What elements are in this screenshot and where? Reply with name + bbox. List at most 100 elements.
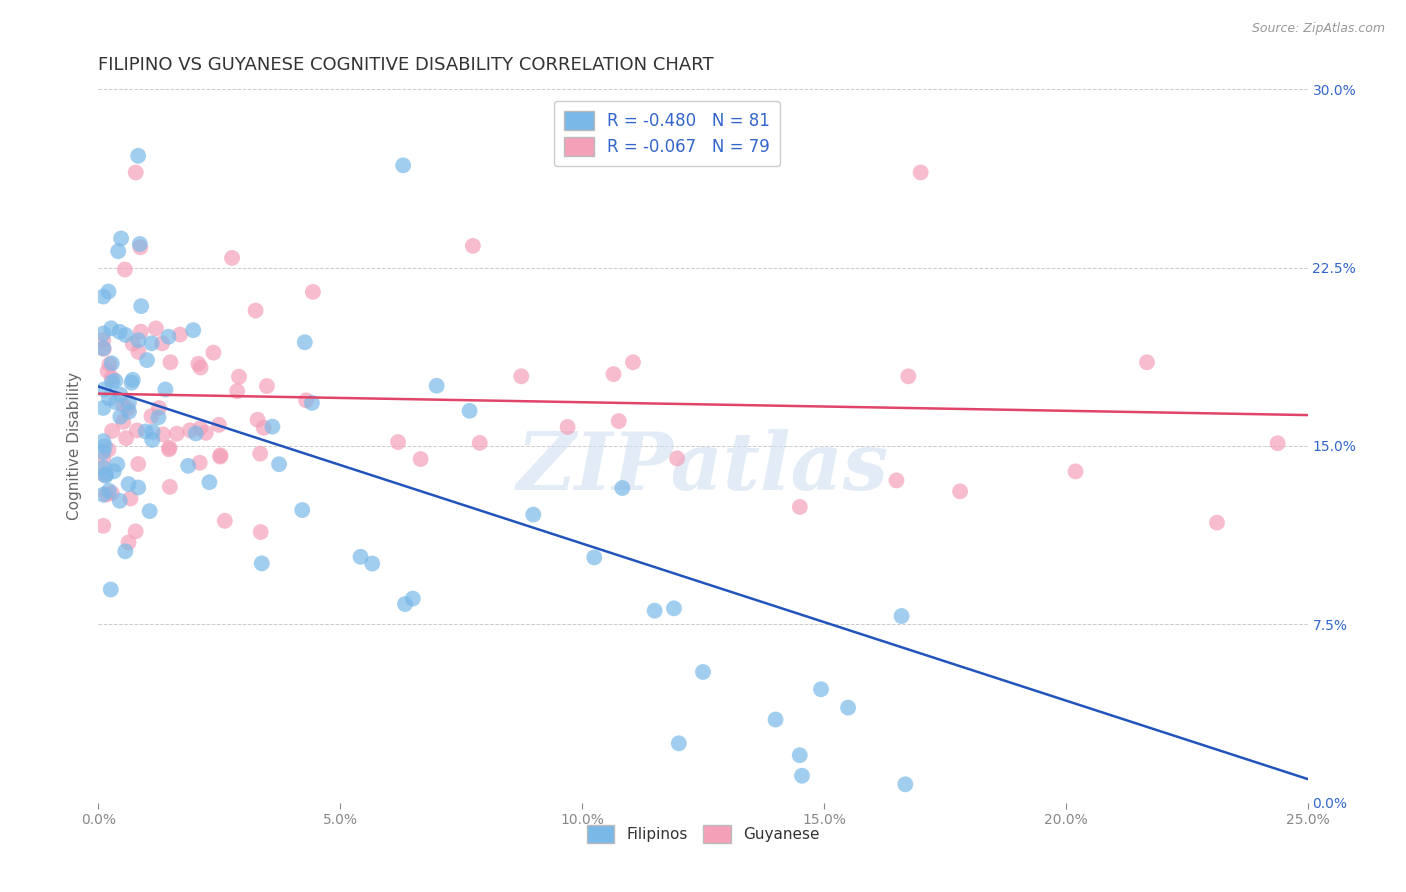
Point — [184, 426, 207, 441]
Point — [394, 597, 416, 611]
Point — [100, 371, 122, 385]
Point — [692, 665, 714, 679]
Point — [104, 395, 127, 409]
Point — [114, 328, 136, 343]
Point — [127, 345, 149, 359]
Point — [250, 557, 273, 571]
Point — [127, 149, 149, 163]
Point — [666, 451, 689, 466]
Point — [468, 436, 491, 450]
Point — [583, 550, 606, 565]
Point — [121, 373, 143, 387]
Point — [910, 165, 932, 179]
Point — [294, 335, 316, 350]
Point — [155, 383, 177, 397]
Point — [607, 414, 630, 428]
Point — [177, 458, 200, 473]
Point — [148, 401, 170, 416]
Point — [557, 420, 579, 434]
Point — [97, 285, 120, 299]
Point — [181, 323, 204, 337]
Point — [112, 399, 135, 413]
Point — [91, 326, 114, 341]
Point — [461, 239, 484, 253]
Point — [291, 503, 314, 517]
Point — [97, 364, 120, 378]
Point — [141, 433, 163, 447]
Point — [108, 325, 131, 339]
Point — [94, 468, 117, 483]
Point — [166, 426, 188, 441]
Point — [128, 237, 150, 252]
Point — [262, 419, 284, 434]
Point — [198, 475, 221, 490]
Point — [117, 401, 139, 416]
Point — [98, 392, 121, 406]
Point — [621, 355, 644, 369]
Point — [214, 514, 236, 528]
Point — [1206, 516, 1229, 530]
Point — [253, 421, 276, 435]
Point — [228, 369, 250, 384]
Point — [612, 481, 634, 495]
Point — [810, 682, 832, 697]
Point — [141, 409, 163, 424]
Point — [159, 441, 181, 455]
Point — [110, 388, 132, 402]
Point — [295, 393, 318, 408]
Point — [110, 231, 132, 245]
Point — [409, 452, 432, 467]
Point — [91, 488, 114, 502]
Point — [188, 421, 211, 435]
Point — [101, 356, 124, 370]
Point — [208, 417, 231, 432]
Point — [100, 486, 122, 500]
Point — [129, 240, 152, 254]
Text: ZIPatlas: ZIPatlas — [517, 429, 889, 506]
Point — [765, 713, 787, 727]
Point — [114, 544, 136, 558]
Point — [117, 535, 139, 549]
Point — [194, 425, 217, 440]
Point — [91, 401, 114, 415]
Point — [91, 460, 114, 475]
Point — [190, 360, 212, 375]
Point — [135, 425, 157, 439]
Point — [91, 467, 114, 481]
Point — [148, 410, 170, 425]
Point — [120, 491, 142, 506]
Point — [117, 477, 139, 491]
Point — [103, 464, 125, 478]
Point — [644, 604, 666, 618]
Point — [510, 369, 533, 384]
Point — [202, 345, 225, 359]
Point — [458, 404, 481, 418]
Point — [100, 582, 122, 597]
Point — [226, 384, 249, 399]
Point — [1267, 436, 1289, 450]
Point — [897, 369, 920, 384]
Point — [97, 442, 120, 457]
Point — [209, 448, 232, 462]
Point — [93, 383, 115, 397]
Point — [886, 474, 908, 488]
Point — [245, 303, 267, 318]
Point — [91, 452, 114, 467]
Point — [124, 524, 146, 539]
Point — [169, 327, 191, 342]
Point — [91, 434, 114, 449]
Point — [127, 333, 149, 347]
Point — [1064, 464, 1087, 478]
Point — [141, 336, 163, 351]
Point — [138, 504, 160, 518]
Text: FILIPINO VS GUYANESE COGNITIVE DISABILITY CORRELATION CHART: FILIPINO VS GUYANESE COGNITIVE DISABILIT… — [98, 56, 714, 74]
Point — [91, 445, 114, 459]
Legend: Filipinos, Guyanese: Filipinos, Guyanese — [581, 819, 825, 848]
Point — [91, 341, 114, 355]
Point — [145, 321, 167, 335]
Point — [125, 165, 148, 179]
Point — [246, 413, 269, 427]
Point — [789, 748, 811, 763]
Point — [221, 251, 243, 265]
Point — [179, 423, 201, 437]
